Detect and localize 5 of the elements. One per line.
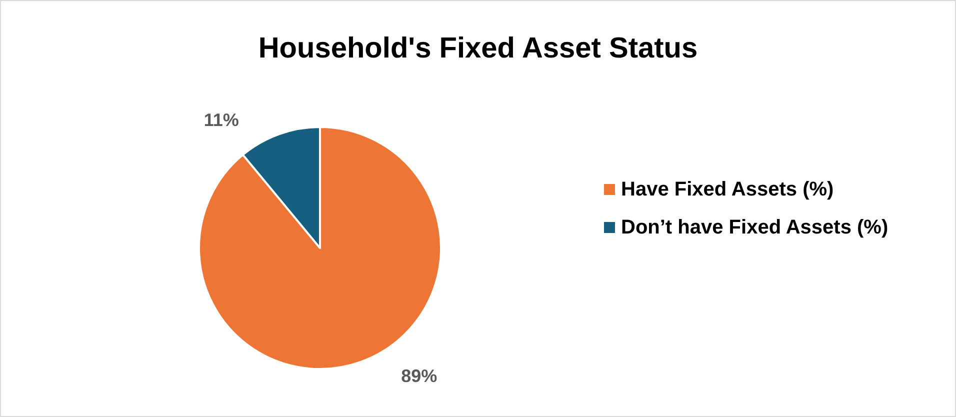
legend-label: Don’t have Fixed Assets (%): [621, 216, 888, 238]
legend-label: Have Fixed Assets (%): [621, 178, 834, 200]
data-label: 11%: [204, 110, 239, 130]
chart-title: Household's Fixed Asset Status: [258, 32, 698, 64]
data-label: 89%: [401, 366, 438, 386]
